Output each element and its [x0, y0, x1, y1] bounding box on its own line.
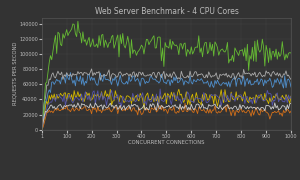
Cherokee	[132, 75, 136, 77]
Lighttpd	[41, 112, 45, 114]
Apache	[176, 110, 179, 112]
Nginx Mainline	[176, 95, 179, 97]
Varnish	[268, 105, 272, 107]
Line: OpenLiteSpeed: OpenLiteSpeed	[42, 21, 291, 116]
Apache	[42, 122, 46, 124]
Nginx Stable	[175, 100, 178, 102]
Line: Cherokee: Cherokee	[42, 73, 291, 123]
Line: Apache: Apache	[42, 103, 291, 127]
Apache	[132, 107, 136, 109]
Apache	[41, 126, 45, 129]
Line: Nginx Stable: Nginx Stable	[42, 89, 291, 130]
Title: Web Server Benchmark - 4 CPU Cores: Web Server Benchmark - 4 CPU Cores	[94, 7, 238, 16]
OpenLiteSpeed	[146, 39, 149, 41]
Lighttpd	[40, 129, 44, 131]
Apache	[40, 125, 44, 128]
Lighttpd	[289, 78, 293, 80]
Lighttpd	[90, 68, 93, 70]
Nginx Mainline	[269, 93, 273, 95]
Cherokee	[62, 76, 66, 79]
Nginx Mainline	[62, 93, 66, 96]
Varnish	[145, 106, 148, 108]
Varnish	[62, 104, 66, 107]
Cherokee	[146, 82, 149, 84]
Nginx Stable	[62, 92, 66, 94]
Lighttpd	[146, 74, 149, 76]
Lighttpd	[176, 78, 179, 80]
Apache	[271, 111, 274, 113]
Varnish	[40, 127, 44, 129]
Nginx Stable	[40, 129, 44, 131]
Nginx Stable	[131, 96, 134, 98]
Nginx Stable	[41, 119, 45, 121]
Apache	[64, 108, 67, 110]
Nginx Stable	[145, 94, 148, 96]
Nginx Mainline	[40, 126, 44, 128]
Nginx Mainline	[41, 120, 45, 123]
Nginx Stable	[177, 88, 181, 90]
Varnish	[289, 102, 293, 105]
OpenLiteSpeed	[176, 46, 179, 48]
OpenLiteSpeed	[76, 20, 80, 22]
Nginx Mainline	[158, 88, 162, 90]
OpenLiteSpeed	[41, 115, 45, 117]
OpenLiteSpeed	[40, 115, 44, 118]
Cherokee	[269, 80, 273, 83]
Apache	[146, 108, 149, 110]
Nginx Stable	[269, 101, 273, 103]
Apache	[289, 110, 293, 112]
OpenLiteSpeed	[289, 52, 293, 54]
Line: Nginx Mainline: Nginx Mainline	[42, 89, 291, 127]
Y-axis label: REQUESTS PER SECOND: REQUESTS PER SECOND	[13, 42, 18, 105]
Cherokee	[41, 119, 45, 122]
Line: Lighttpd: Lighttpd	[42, 69, 291, 130]
X-axis label: CONCURRENT CONNECTIONS: CONCURRENT CONNECTIONS	[128, 140, 205, 145]
Cherokee	[40, 122, 44, 124]
Apache	[183, 102, 187, 104]
Nginx Mainline	[289, 95, 293, 98]
Lighttpd	[269, 75, 273, 78]
Nginx Mainline	[145, 104, 148, 106]
Cherokee	[289, 86, 293, 88]
Varnish	[273, 102, 277, 104]
Lighttpd	[132, 71, 136, 73]
Nginx Stable	[289, 95, 293, 97]
OpenLiteSpeed	[269, 59, 273, 61]
Varnish	[41, 122, 45, 124]
OpenLiteSpeed	[132, 49, 136, 51]
Varnish	[175, 106, 178, 108]
Cherokee	[69, 71, 72, 74]
Lighttpd	[62, 74, 66, 76]
Varnish	[131, 105, 134, 107]
Line: Varnish: Varnish	[42, 103, 291, 128]
OpenLiteSpeed	[62, 37, 66, 39]
Nginx Mainline	[131, 92, 134, 94]
Cherokee	[176, 82, 179, 84]
